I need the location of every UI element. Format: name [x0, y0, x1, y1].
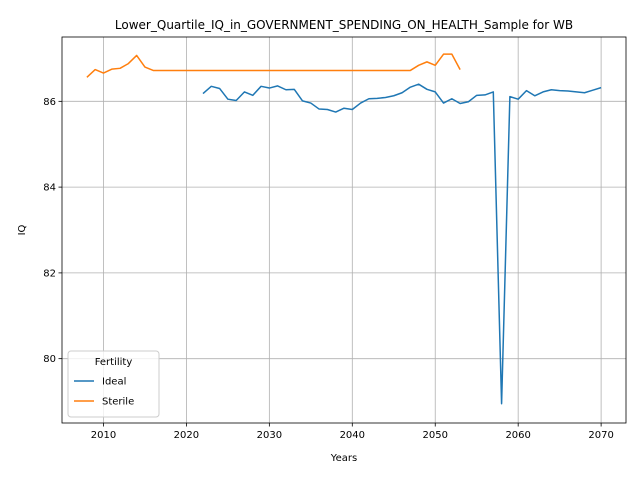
chart-title: Lower_Quartile_IQ_in_GOVERNMENT_SPENDING…	[115, 18, 573, 32]
y-tick-label: 86	[43, 97, 56, 108]
series-line-sterile	[86, 53, 461, 78]
x-tick-label: 2070	[588, 430, 613, 441]
series-line-ideal	[202, 83, 602, 405]
axes-frame	[61, 36, 627, 424]
x-axis-label: Years	[330, 453, 357, 464]
x-tick-label: 2050	[423, 430, 448, 441]
legend-label-ideal: Ideal	[102, 377, 126, 388]
legend: Fertility Ideal Sterile	[67, 350, 160, 418]
x-tick-label: 2030	[257, 430, 282, 441]
x-axis-ticks: 2010 2020 2030 2040 2050 2060 2070	[91, 423, 614, 441]
y-tick-label: 82	[43, 268, 56, 279]
x-tick-label: 2060	[505, 430, 530, 441]
y-tick-label: 84	[43, 183, 56, 194]
x-tick-label: 2040	[340, 430, 365, 441]
legend-label-sterile: Sterile	[102, 397, 134, 408]
legend-entries: Ideal Sterile	[74, 377, 134, 408]
x-tick-label: 2020	[174, 430, 199, 441]
legend-title: Fertility	[95, 357, 133, 368]
plot-lines	[86, 53, 602, 405]
y-tick-label: 80	[43, 354, 56, 365]
x-tick-label: 2010	[91, 430, 116, 441]
y-axis-ticks: 80 82 84 86	[43, 97, 62, 365]
y-axis-label: IQ	[17, 224, 28, 235]
